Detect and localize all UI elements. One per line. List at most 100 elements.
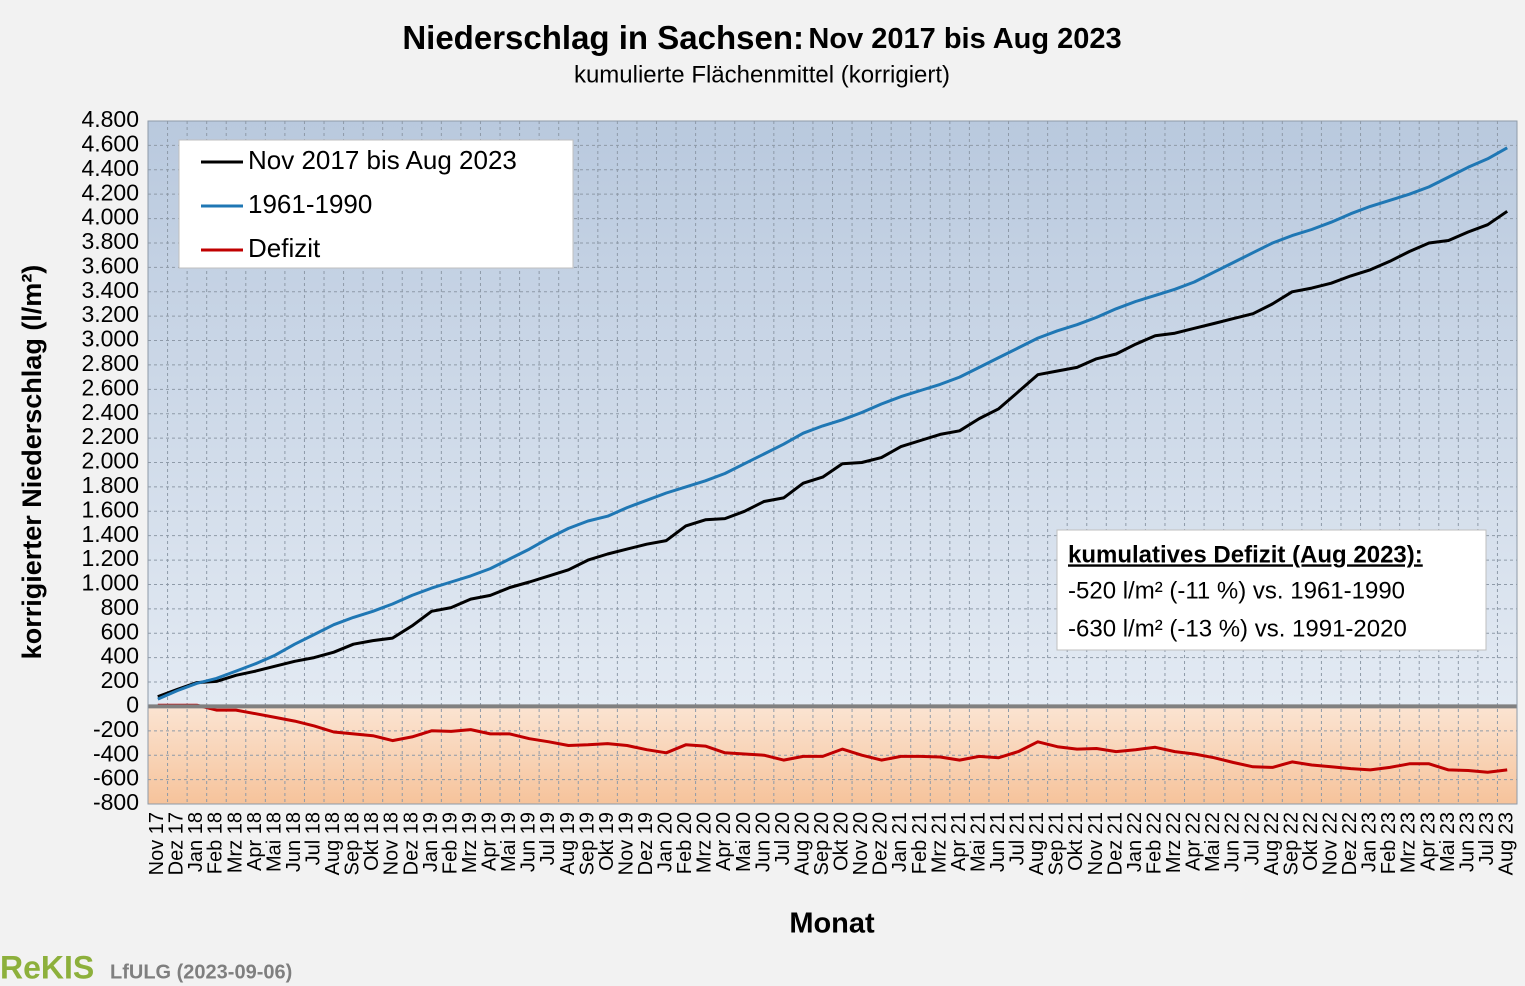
x-tick-label: Jun 19 bbox=[518, 812, 540, 872]
x-tick-label: Mrz 21 bbox=[928, 812, 950, 873]
x-tick-label: Feb 23 bbox=[1378, 812, 1400, 874]
y-tick-label: 4.400 bbox=[81, 155, 139, 181]
lines bbox=[157, 146, 1509, 774]
x-tick-label: Okt 18 bbox=[361, 812, 383, 871]
x-tick-label: Okt 19 bbox=[596, 812, 618, 871]
x-tick-label: Dez 17 bbox=[166, 812, 188, 875]
x-tick-label: Feb 22 bbox=[1143, 812, 1165, 874]
y-tick-label: 4.000 bbox=[81, 204, 139, 230]
y-tick-label: 0 bbox=[126, 692, 139, 718]
title-period: Nov 2017 bis Aug 2023 bbox=[808, 23, 1121, 55]
x-tick-label: Apr 22 bbox=[1183, 812, 1205, 871]
x-tick-label: Sep 18 bbox=[342, 812, 364, 875]
footer-logo: ReKIS bbox=[0, 949, 94, 985]
x-tick-label: Jan 21 bbox=[889, 812, 911, 872]
y-tick-label: -800 bbox=[93, 789, 139, 815]
x-tick-label: Nov 21 bbox=[1085, 812, 1107, 875]
x-tick-label: Mai 20 bbox=[733, 812, 755, 872]
y-tick-label: 2.600 bbox=[81, 374, 139, 400]
annotation: kumulatives Defizit (Aug 2023): -520 l/m… bbox=[1056, 529, 1487, 651]
chart-title: Niederschlag in Sachsen: Nov 2017 bis Au… bbox=[402, 19, 1121, 56]
x-tick-label: Aug 22 bbox=[1261, 812, 1283, 875]
x-tick-label: Apr 21 bbox=[948, 812, 970, 871]
x-tick-label: Apr 19 bbox=[479, 812, 501, 871]
x-tick-label: Nov 17 bbox=[146, 812, 168, 875]
y-tick-label: 3.800 bbox=[81, 228, 139, 254]
x-tick-label: Jul 22 bbox=[1241, 812, 1263, 865]
y-tick-label: 3.000 bbox=[81, 326, 139, 352]
x-tick-label: Okt 21 bbox=[1065, 812, 1087, 871]
y-tick-label: 400 bbox=[101, 643, 139, 669]
legend-label: 1961-1990 bbox=[248, 189, 372, 219]
x-tick-label: Apr 20 bbox=[713, 812, 735, 871]
y-tick-label: 2.800 bbox=[81, 350, 139, 376]
y-tick-label: 2.200 bbox=[81, 423, 139, 449]
subtitle: kumulierte Flächenmittel (korrigiert) bbox=[574, 61, 950, 88]
y-tick-label: 600 bbox=[101, 618, 139, 644]
y-tick-label: 1.400 bbox=[81, 521, 139, 547]
annotation-box bbox=[1056, 529, 1487, 651]
x-tick-label: Dez 22 bbox=[1339, 812, 1361, 875]
y-tick-label: 2.400 bbox=[81, 399, 139, 425]
x-tick-label: Jun 18 bbox=[283, 812, 305, 872]
x-tick-label: Jan 22 bbox=[1124, 812, 1146, 872]
x-tick-label: Jul 23 bbox=[1476, 812, 1498, 865]
legend-label: Nov 2017 bis Aug 2023 bbox=[248, 145, 517, 175]
y-tick-label: 3.200 bbox=[81, 301, 139, 327]
x-tick-label: Nov 20 bbox=[850, 812, 872, 875]
x-tick-label: Aug 18 bbox=[322, 812, 344, 875]
x-tick-label: Aug 21 bbox=[1026, 812, 1048, 875]
legend-box bbox=[178, 139, 574, 269]
y-tick-label: -600 bbox=[93, 765, 139, 791]
x-tick-label: Aug 20 bbox=[791, 812, 813, 875]
y-tick-label: 200 bbox=[101, 667, 139, 693]
y-tick-label: 3.400 bbox=[81, 277, 139, 303]
x-tick-label: Jul 19 bbox=[537, 812, 559, 865]
y-tick-label: 1.800 bbox=[81, 472, 139, 498]
x-tick-label: Aug 19 bbox=[557, 812, 579, 875]
y-axis-title: korrigierter Niederschlag (l/m²) bbox=[17, 265, 47, 660]
x-tick-label: Nov 19 bbox=[615, 812, 637, 875]
series-line bbox=[157, 146, 1508, 701]
x-tick-label: Mai 23 bbox=[1437, 812, 1459, 872]
x-tick-label: Jul 20 bbox=[772, 812, 794, 865]
x-tick-label: Sep 19 bbox=[576, 812, 598, 875]
x-tick-label: Mai 18 bbox=[263, 812, 285, 872]
x-tick-label: Mai 19 bbox=[498, 812, 520, 872]
x-tick-label: Dez 18 bbox=[400, 812, 422, 875]
annotation-title: kumulatives Defizit (Aug 2023): bbox=[1068, 541, 1423, 568]
series-line bbox=[157, 703, 1508, 774]
x-tick-label: Jul 18 bbox=[303, 812, 325, 865]
x-tick-label: Dez 21 bbox=[1104, 812, 1126, 875]
x-tick-label: Mai 22 bbox=[1202, 812, 1224, 872]
x-tick-label: Sep 22 bbox=[1280, 812, 1302, 875]
y-tick-label: 3.600 bbox=[81, 252, 139, 278]
x-tick-label: Jun 22 bbox=[1222, 812, 1244, 872]
x-tick-label: Apr 18 bbox=[244, 812, 266, 871]
x-tick-label: Mai 21 bbox=[967, 812, 989, 872]
annotation-line: -630 l/m² (-13 %) vs. 1991-2020 bbox=[1068, 615, 1407, 642]
x-tick-label: Jan 20 bbox=[655, 812, 677, 872]
y-tick-label: 4.800 bbox=[81, 106, 139, 132]
annotation-line: -520 l/m² (-11 %) vs. 1961-1990 bbox=[1068, 577, 1405, 604]
y-tick-label: 1.200 bbox=[81, 545, 139, 571]
x-tick-label: Jun 23 bbox=[1456, 812, 1478, 872]
legend-label: Defizit bbox=[248, 233, 321, 263]
y-tick-label: 2.000 bbox=[81, 448, 139, 474]
x-tick-label: Nov 18 bbox=[381, 812, 403, 875]
plot-border bbox=[147, 120, 1518, 805]
y-tick-label: -200 bbox=[93, 716, 139, 742]
x-tick-label: Aug 23 bbox=[1496, 812, 1518, 875]
y-tick-label: 800 bbox=[101, 594, 139, 620]
x-tick-label: Sep 20 bbox=[811, 812, 833, 875]
y-tick-label: 4.600 bbox=[81, 130, 139, 156]
x-tick-label: Feb 21 bbox=[909, 812, 931, 874]
title: Niederschlag in Sachsen: bbox=[402, 19, 804, 56]
x-tick-label: Mrz 20 bbox=[694, 812, 716, 873]
y-tick-label: 1.600 bbox=[81, 496, 139, 522]
x-tick-label: Feb 20 bbox=[674, 812, 696, 874]
x-tick-label: Jan 18 bbox=[185, 812, 207, 872]
axes: -800-600-400-20002004006008001.0001.2001… bbox=[81, 106, 1517, 875]
x-tick-label: Mrz 22 bbox=[1163, 812, 1185, 873]
